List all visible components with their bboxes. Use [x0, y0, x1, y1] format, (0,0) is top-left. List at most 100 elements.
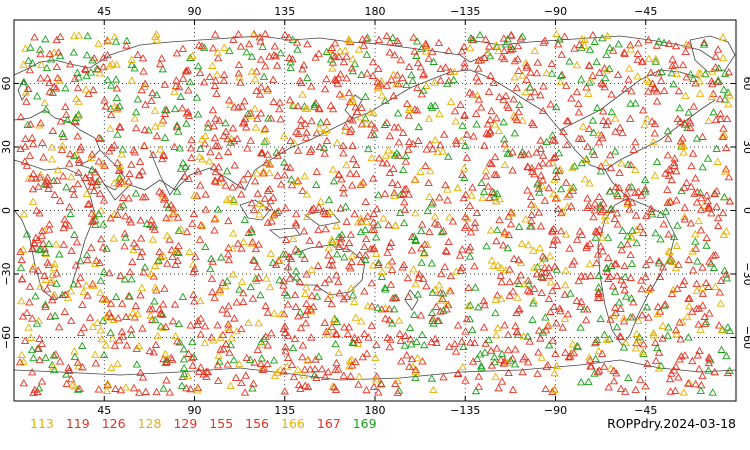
observation-marker — [42, 284, 52, 293]
observation-marker — [601, 158, 610, 167]
observation-marker — [527, 210, 536, 218]
observation-marker — [472, 354, 482, 362]
observation-marker — [505, 277, 514, 286]
observation-marker — [419, 274, 428, 283]
observation-marker — [41, 105, 51, 113]
observation-marker — [460, 110, 469, 119]
observation-marker — [554, 40, 563, 48]
observation-marker — [504, 368, 513, 376]
observation-marker — [84, 199, 94, 207]
observation-marker — [616, 332, 626, 341]
observation-marker — [116, 177, 126, 185]
legend-entry: 155 — [209, 416, 234, 431]
observation-marker — [572, 296, 581, 304]
observation-marker — [453, 321, 463, 329]
observation-marker — [168, 355, 177, 363]
observation-marker — [376, 379, 386, 387]
observation-marker — [285, 53, 294, 62]
observation-marker — [641, 187, 650, 195]
observation-marker — [293, 146, 303, 154]
observation-marker — [717, 345, 726, 353]
observation-marker — [606, 315, 615, 323]
observation-marker — [102, 311, 111, 319]
observation-marker — [658, 334, 667, 342]
observation-marker — [76, 256, 85, 265]
observation-marker — [637, 311, 647, 319]
observation-marker — [636, 375, 645, 383]
observation-marker — [192, 93, 202, 101]
observation-marker — [496, 355, 506, 363]
observation-marker — [216, 345, 225, 353]
legend: 113 119 126 128 129 155 156 166 167 169 — [30, 416, 389, 431]
observation-marker — [196, 363, 205, 371]
observation-marker — [345, 97, 355, 106]
observation-marker — [232, 134, 242, 143]
observation-marker — [669, 158, 679, 167]
observation-marker — [242, 123, 251, 131]
observation-marker — [465, 201, 475, 209]
observation-marker — [326, 101, 336, 109]
observation-marker — [548, 135, 557, 144]
observation-marker — [656, 235, 665, 243]
observation-marker — [352, 160, 361, 169]
observation-marker — [255, 210, 264, 218]
observation-marker — [328, 165, 338, 173]
observation-marker — [451, 117, 460, 125]
observation-marker — [151, 283, 160, 291]
observation-marker — [714, 64, 723, 72]
observation-marker — [472, 73, 481, 81]
observation-marker — [562, 140, 572, 149]
observation-marker — [405, 323, 415, 331]
observation-marker — [335, 47, 345, 55]
observation-marker — [41, 35, 50, 43]
observation-marker — [441, 246, 451, 254]
observation-marker — [469, 357, 478, 365]
observation-marker — [417, 90, 426, 98]
observation-marker — [698, 283, 707, 292]
observation-marker — [486, 71, 495, 79]
observation-marker — [321, 224, 330, 233]
observation-marker — [720, 192, 729, 201]
observation-marker — [460, 164, 469, 172]
observation-marker — [566, 352, 575, 360]
observation-marker — [590, 199, 600, 207]
observation-marker — [338, 92, 347, 100]
observation-marker — [430, 135, 440, 144]
observation-marker — [78, 300, 87, 308]
tick-label: −135 — [450, 404, 480, 417]
observation-marker — [208, 105, 218, 114]
observation-marker — [668, 55, 677, 63]
observation-marker — [536, 136, 545, 144]
observation-marker — [393, 109, 403, 117]
observation-marker — [407, 354, 417, 363]
observation-marker — [500, 134, 509, 143]
observation-marker — [547, 69, 557, 77]
observation-marker — [479, 187, 489, 195]
observation-marker — [209, 162, 219, 171]
observation-marker — [696, 325, 705, 333]
tick-label: −135 — [450, 5, 480, 18]
observation-marker — [680, 203, 690, 211]
observation-marker — [599, 107, 608, 115]
observation-marker — [385, 242, 394, 250]
observation-marker — [185, 247, 194, 255]
observation-marker — [251, 123, 261, 131]
observation-marker — [52, 176, 62, 184]
observation-marker — [549, 236, 559, 244]
observation-marker — [332, 317, 342, 325]
observation-marker — [611, 114, 620, 122]
observation-marker — [47, 143, 56, 151]
observation-marker — [29, 262, 38, 270]
observation-marker — [518, 367, 527, 376]
observation-marker — [386, 280, 396, 288]
observation-marker — [211, 76, 220, 84]
observation-marker — [483, 120, 493, 128]
observation-marker — [34, 344, 43, 352]
observation-marker — [494, 126, 504, 134]
observation-marker — [41, 275, 51, 283]
observation-marker — [592, 227, 602, 236]
observation-marker — [362, 119, 371, 127]
observation-marker — [537, 288, 546, 296]
observation-marker — [692, 286, 702, 294]
observation-marker — [465, 88, 474, 96]
